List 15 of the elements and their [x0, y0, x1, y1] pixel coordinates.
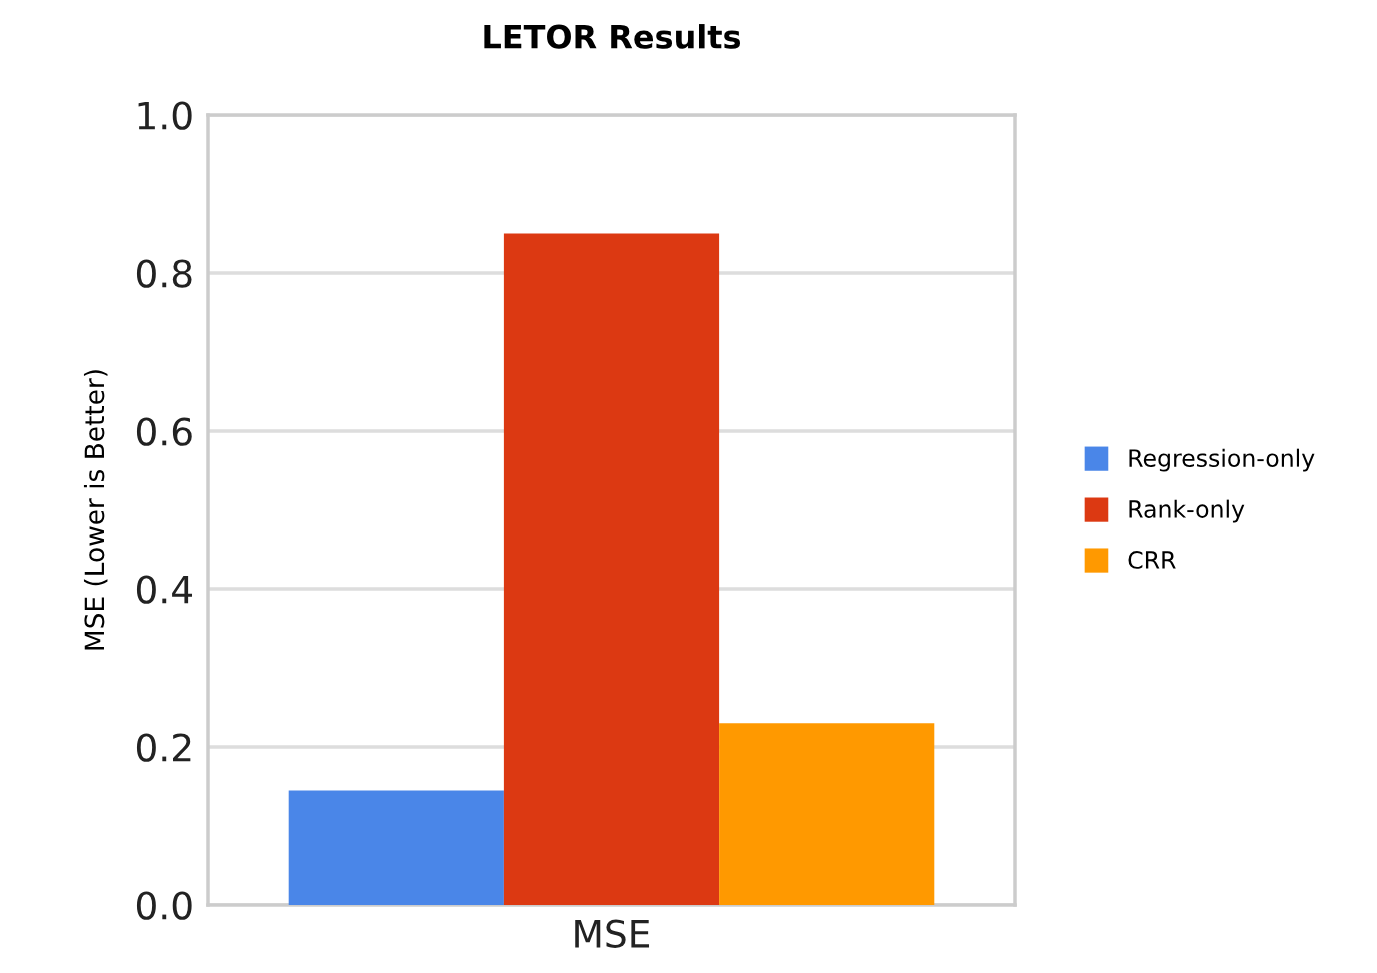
x-tick-label: MSE: [575, 919, 650, 948]
y-tick-label: 0.8: [136, 259, 192, 288]
y-tick-label: 0.0: [136, 891, 192, 920]
legend-label: Regression-only: [1129, 448, 1315, 472]
bar: [503, 233, 720, 905]
y-axis-title: MSE (Lower is Better): [83, 370, 108, 650]
bar: [719, 723, 935, 905]
legend-label: Rank-only: [1129, 499, 1245, 523]
y-tick-label: 0.4: [136, 575, 193, 604]
y-tick-label: 0.2: [136, 733, 191, 762]
bar: [288, 790, 504, 905]
y-tick-label: 1.0: [138, 101, 192, 130]
y-tick-label: 0.6: [136, 417, 192, 446]
legend-label: CRR: [1128, 551, 1176, 569]
chart-title: LETOR Results: [484, 24, 741, 49]
